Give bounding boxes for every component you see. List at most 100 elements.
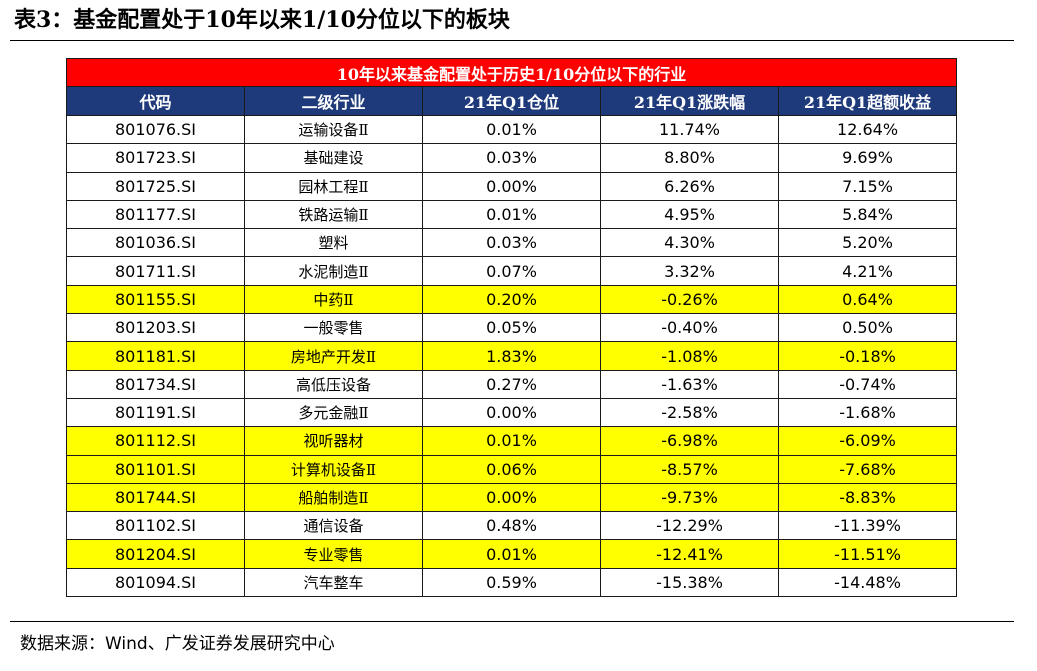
- cell-industry: 高低压设备: [244, 369, 423, 399]
- table-banner: 10年以来基金配置处于历史1/10分位以下的行业: [65, 58, 958, 87]
- table-row: 801711.SI 水泥制造Ⅱ 0.07% 3.32% 4.21%: [66, 256, 958, 286]
- cell-excess: -6.09%: [777, 426, 958, 456]
- cell-excess: -14.48%: [777, 567, 958, 598]
- cell-change: -9.73%: [600, 482, 779, 513]
- table-row: 801191.SI 多元金融Ⅱ 0.00% -2.58% -1.68%: [66, 397, 958, 428]
- cell-code: 801076.SI: [66, 114, 245, 145]
- cell-industry: 园林工程Ⅱ: [244, 171, 423, 201]
- cell-change: -12.29%: [600, 511, 779, 541]
- cell-code: 801711.SI: [66, 256, 245, 286]
- cell-industry: 基础建设: [244, 143, 423, 173]
- table-banner-row: 10年以来基金配置处于历史1/10分位以下的行业: [65, 58, 958, 87]
- cell-change: -15.38%: [600, 567, 779, 598]
- table-row: 801181.SI 房地产开发Ⅱ 1.83% -1.08% -0.18%: [66, 341, 958, 371]
- cell-industry: 运输设备Ⅱ: [244, 114, 423, 145]
- cell-code: 801734.SI: [66, 369, 245, 399]
- cell-industry: 多元金融Ⅱ: [244, 397, 423, 428]
- cell-excess: -11.39%: [777, 511, 958, 541]
- cell-excess: -8.83%: [777, 482, 958, 513]
- table-row: 801744.SI 船舶制造Ⅱ 0.00% -9.73% -8.83%: [66, 482, 958, 513]
- cell-excess: 7.15%: [777, 171, 958, 201]
- cell-code: 801101.SI: [66, 454, 245, 484]
- cell-change: 11.74%: [600, 114, 779, 145]
- cell-industry: 塑料: [244, 228, 423, 258]
- cell-code: 801203.SI: [66, 313, 245, 343]
- cell-position: 0.01%: [422, 539, 601, 569]
- table-row: 801155.SI 中药Ⅱ 0.20% -0.26% 0.64%: [66, 284, 958, 315]
- cell-position: 0.03%: [422, 228, 601, 258]
- cell-excess: 5.84%: [777, 199, 958, 230]
- table-row: 801101.SI 计算机设备Ⅱ 0.06% -8.57% -7.68%: [66, 454, 958, 484]
- cell-excess: 4.21%: [777, 256, 958, 286]
- cell-position: 0.20%: [422, 284, 601, 315]
- cell-industry: 专业零售: [244, 539, 423, 569]
- cell-change: 6.26%: [600, 171, 779, 201]
- cell-change: 3.32%: [600, 256, 779, 286]
- cell-change: 4.30%: [600, 228, 779, 258]
- cell-code: 801723.SI: [66, 143, 245, 173]
- cell-change: -2.58%: [600, 397, 779, 428]
- cell-change: -8.57%: [600, 454, 779, 484]
- table-row: 801203.SI 一般零售 0.05% -0.40% 0.50%: [66, 313, 958, 343]
- cell-code: 801181.SI: [66, 341, 245, 371]
- cell-code: 801112.SI: [66, 426, 245, 456]
- source-note: 数据来源：Wind、广发证券发展研究中心: [20, 634, 335, 654]
- cell-industry: 铁路运输Ⅱ: [244, 199, 423, 230]
- cell-excess: -11.51%: [777, 539, 958, 569]
- table-row: 801723.SI 基础建设 0.03% 8.80% 9.69%: [66, 143, 958, 173]
- cell-industry: 一般零售: [244, 313, 423, 343]
- cell-change: -0.40%: [600, 313, 779, 343]
- table-row: 801734.SI 高低压设备 0.27% -1.63% -0.74%: [66, 369, 958, 399]
- cell-excess: 12.64%: [777, 114, 958, 145]
- table-row: 801177.SI 铁路运输Ⅱ 0.01% 4.95% 5.84%: [66, 199, 958, 230]
- table-row: 801204.SI 专业零售 0.01% -12.41% -11.51%: [66, 539, 958, 569]
- cell-excess: 0.64%: [777, 284, 958, 315]
- cell-change: -12.41%: [600, 539, 779, 569]
- cell-position: 1.83%: [422, 341, 601, 371]
- cell-industry: 汽车整车: [244, 567, 423, 598]
- cell-industry: 视听器材: [244, 426, 423, 456]
- cell-position: 0.48%: [422, 511, 601, 541]
- column-header-code: 代码: [66, 86, 245, 116]
- cell-position: 0.06%: [422, 454, 601, 484]
- cell-excess: -1.68%: [777, 397, 958, 428]
- cell-position: 0.01%: [422, 114, 601, 145]
- cell-change: -6.98%: [600, 426, 779, 456]
- cell-excess: -0.18%: [777, 341, 958, 371]
- cell-excess: 0.50%: [777, 313, 958, 343]
- cell-code: 801177.SI: [66, 199, 245, 230]
- cell-industry: 船舶制造Ⅱ: [244, 482, 423, 513]
- table-row: 801102.SI 通信设备 0.48% -12.29% -11.39%: [66, 511, 958, 541]
- cell-code: 801725.SI: [66, 171, 245, 201]
- cell-position: 0.05%: [422, 313, 601, 343]
- table-body: 801076.SI 运输设备Ⅱ 0.01% 11.74% 12.64% 801723.SI…: [66, 114, 958, 598]
- table-row: 801112.SI 视听器材 0.01% -6.98% -6.09%: [66, 426, 958, 456]
- cell-position: 0.00%: [422, 171, 601, 201]
- cell-code: 801191.SI: [66, 397, 245, 428]
- table-row: 801076.SI 运输设备Ⅱ 0.01% 11.74% 12.64%: [66, 114, 958, 145]
- cell-position: 0.01%: [422, 199, 601, 230]
- cell-excess: 9.69%: [777, 143, 958, 173]
- column-header-change: 21年Q1涨跌幅: [600, 86, 779, 116]
- cell-excess: -0.74%: [777, 369, 958, 399]
- industry-position-table: 10年以来基金配置处于历史1/10分位以下的行业 代码 二级行业 21年Q1仓位…: [65, 58, 958, 598]
- cell-industry: 房地产开发Ⅱ: [244, 341, 423, 371]
- cell-change: -0.26%: [600, 284, 779, 315]
- table-header-row: 代码 二级行业 21年Q1仓位 21年Q1涨跌幅 21年Q1超额收益: [66, 86, 958, 116]
- cell-code: 801204.SI: [66, 539, 245, 569]
- cell-excess: 5.20%: [777, 228, 958, 258]
- table-row: 801725.SI 园林工程Ⅱ 0.00% 6.26% 7.15%: [66, 171, 958, 201]
- cell-change: -1.08%: [600, 341, 779, 371]
- cell-industry: 水泥制造Ⅱ: [244, 256, 423, 286]
- cell-code: 801102.SI: [66, 511, 245, 541]
- cell-position: 0.03%: [422, 143, 601, 173]
- column-header-position: 21年Q1仓位: [422, 86, 601, 116]
- table-caption: 表3：基金配置处于10年以来1/10分位以下的板块: [14, 7, 510, 33]
- table-row: 801094.SI 汽车整车 0.59% -15.38% -14.48%: [66, 567, 958, 598]
- cell-code: 801094.SI: [66, 567, 245, 598]
- table-row: 801036.SI 塑料 0.03% 4.30% 5.20%: [66, 228, 958, 258]
- bottom-divider: [10, 621, 1014, 622]
- cell-position: 0.59%: [422, 567, 601, 598]
- cell-excess: -7.68%: [777, 454, 958, 484]
- column-header-excess: 21年Q1超额收益: [777, 86, 958, 116]
